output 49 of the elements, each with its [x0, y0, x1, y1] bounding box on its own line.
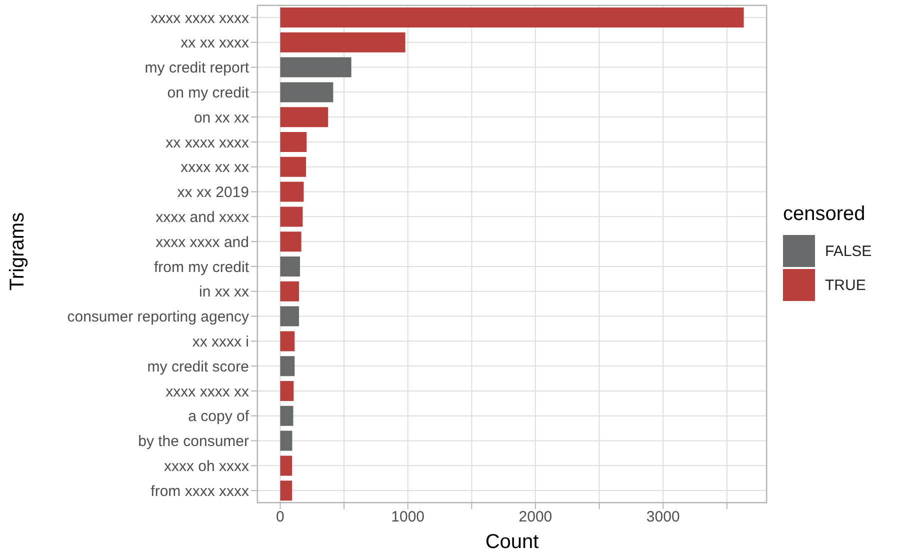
y-tick-label: xx xx xxxx [180, 34, 250, 52]
bar [280, 331, 295, 352]
y-tick-label: xx xxxx i [192, 333, 249, 350]
y-tick-label: xx xx 2019 [177, 184, 249, 202]
y-tick-label: on xx xx [194, 109, 250, 126]
bar [280, 430, 292, 451]
y-tick-label: xx xxxx xxxx [166, 134, 250, 152]
bar [280, 7, 744, 28]
x-axis-title: Count [484, 531, 540, 554]
bar [280, 356, 295, 376]
bar [280, 182, 304, 202]
y-tick-label: xxxx xxxx xx [166, 383, 250, 400]
legend-label: FALSE [825, 242, 872, 260]
bar [280, 380, 294, 401]
y-tick-label: my credit report [144, 60, 250, 77]
y-tick-label: from my credit [154, 258, 250, 276]
legend-title: censored [783, 203, 866, 226]
bar [280, 82, 334, 102]
y-tick-label: from xxxx xxxx [150, 482, 250, 500]
y-tick-label: xxxx oh xxxx [164, 458, 250, 475]
y-tick-label: xxxx and xxxx [156, 208, 250, 226]
y-axis-title: Trigrams [6, 211, 30, 293]
y-tick-label: my credit score [147, 358, 249, 376]
x-tick-label: 3000 [646, 508, 680, 526]
y-tick-label: by the consumer [138, 433, 250, 450]
y-tick-label: on my credit [167, 84, 250, 102]
y-tick-label: a copy of [188, 408, 250, 426]
legend-label: TRUE [825, 276, 866, 294]
bar [280, 232, 302, 252]
bar [280, 206, 303, 227]
bar [280, 306, 299, 326]
bar [280, 281, 299, 302]
bar [280, 456, 292, 476]
y-tick-label: xxxx xx xx [180, 159, 250, 176]
bar [280, 132, 307, 152]
bar [280, 406, 294, 426]
bar [280, 156, 306, 177]
bar [280, 57, 352, 78]
bar [280, 107, 328, 128]
y-tick-label: consumer reporting agency [67, 308, 250, 326]
y-tick-label: xxxx xxxx xxxx [150, 10, 250, 27]
x-tick-label: 0 [276, 508, 284, 526]
bar [280, 480, 292, 501]
y-tick-label: xxxx xxxx and [156, 234, 249, 251]
x-tick-label: 1000 [391, 508, 425, 526]
x-tick-label: 2000 [518, 508, 552, 526]
bar [280, 32, 406, 52]
bar [280, 256, 300, 276]
y-tick-label: in xx xx [198, 284, 250, 301]
